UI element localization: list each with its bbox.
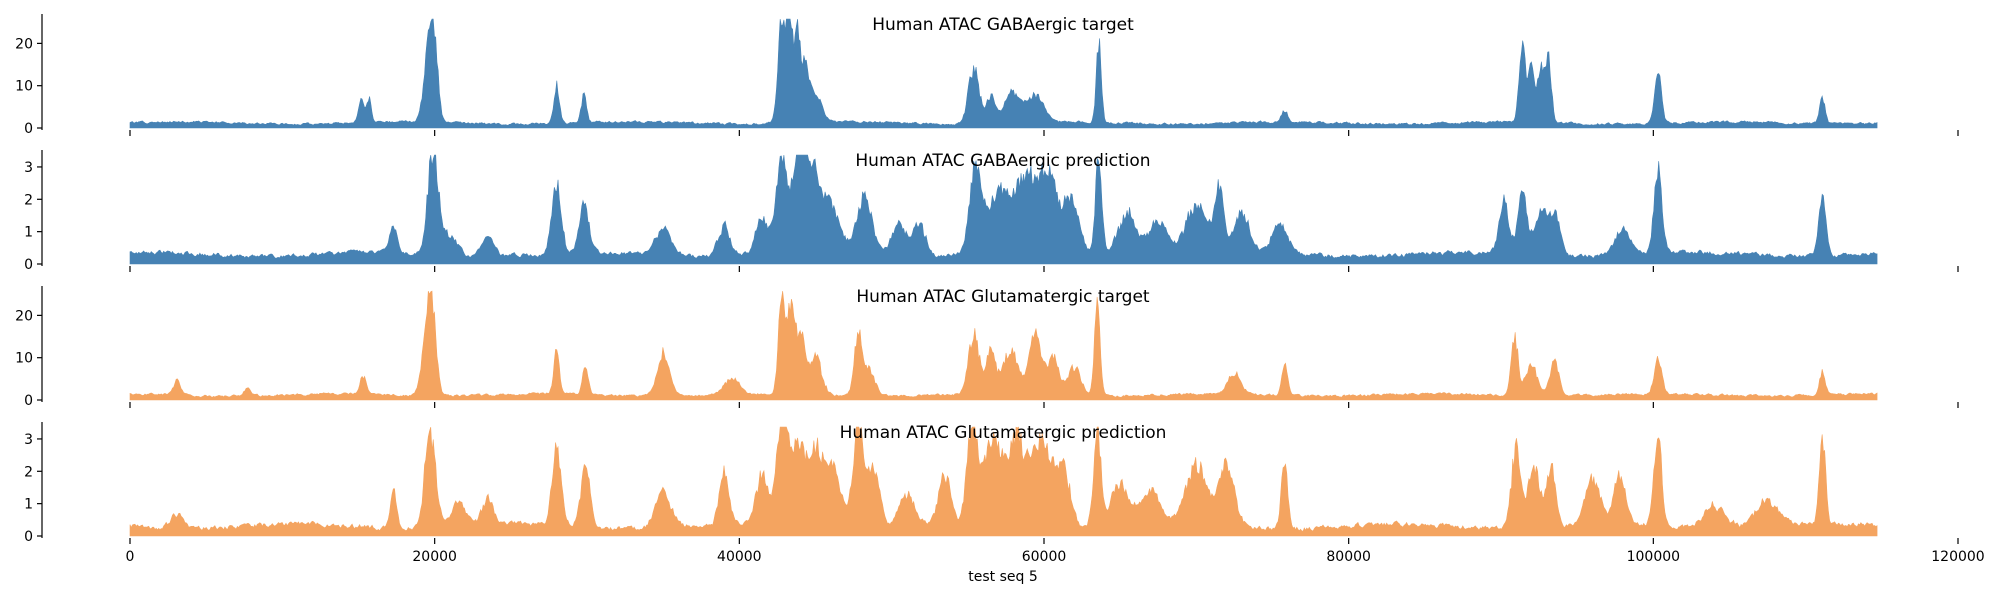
- y-tick-label: 0: [24, 529, 33, 545]
- x-tick-label: 40000: [717, 549, 762, 565]
- x-tick-label: 60000: [1022, 549, 1067, 565]
- series-area-3: [129, 290, 1878, 401]
- x-tick-label: 80000: [1326, 549, 1371, 565]
- y-tick-label: 2: [24, 464, 33, 480]
- y-tick-label: 0: [24, 257, 33, 273]
- x-tick-label: 100000: [1627, 549, 1680, 565]
- y-tick-label: 2: [24, 192, 33, 208]
- y-tick-label: 3: [24, 432, 33, 448]
- y-tick-label: 1: [24, 497, 33, 513]
- x-tick-label: 0: [126, 549, 135, 565]
- y-tick-label: 20: [15, 308, 33, 324]
- y-tick-label: 0: [24, 121, 33, 137]
- panel-3: 0 10 20 Human ATAC Glutamatergic target: [15, 286, 1959, 409]
- y-tick-label: 1: [24, 225, 33, 241]
- y-tick-label: 3: [24, 160, 33, 176]
- y-tick-label: 20: [15, 36, 33, 52]
- series-area-2: [129, 154, 1878, 265]
- x-axis-label: test seq 5: [968, 569, 1038, 585]
- y-tick-label: 10: [15, 79, 33, 95]
- x-tick-label: 20000: [412, 549, 457, 565]
- panel-2: 0 1 2 3 Human ATAC GABAergic prediction: [24, 150, 1959, 273]
- panel-title-1: Human ATAC GABAergic target: [872, 15, 1134, 35]
- y-tick-label: 0: [24, 393, 33, 409]
- panel-title-3: Human ATAC Glutamatergic target: [856, 287, 1150, 307]
- series-area-4: [129, 426, 1878, 537]
- y-tick-label: 10: [15, 351, 33, 367]
- panel-title-2: Human ATAC GABAergic prediction: [855, 151, 1150, 171]
- panel-title-4: Human ATAC Glutamatergic prediction: [840, 423, 1167, 443]
- panel-4: 0 1 2 3 Human ATAC Glutamatergic prediction: [24, 422, 1959, 545]
- series-area-1: [129, 18, 1878, 129]
- panel-1: 0 10 20 Human ATAC GABAergic target: [15, 14, 1959, 137]
- x-tick-label: 120000: [1931, 549, 1984, 565]
